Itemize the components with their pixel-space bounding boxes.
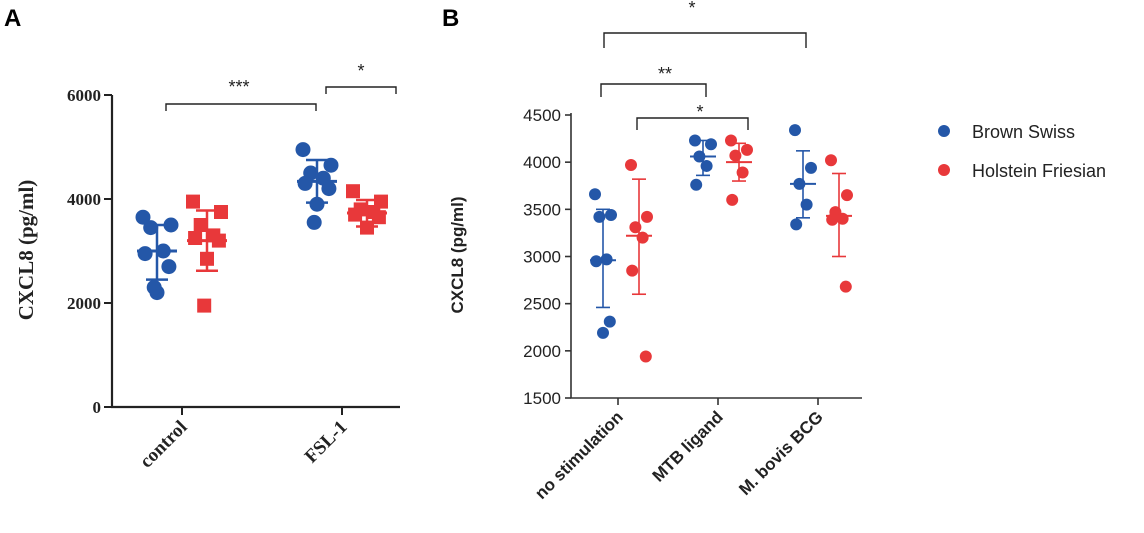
legend-label-brown-swiss: Brown Swiss [972,122,1075,142]
chart-b-marks [589,124,853,363]
chart-a-point [306,214,322,230]
chart-b-ytick-label: 4000 [523,153,561,172]
chart-a-point [193,218,208,232]
chart-b-point [626,264,639,277]
chart-b-bracket-2 [600,83,707,97]
chart-b-ytick-label: 3500 [523,200,561,219]
chart-b-point [805,161,817,174]
chart-b-point [641,210,653,223]
chart-b: CXCL8 (pg/ml) 1500 2000 2500 3000 3500 4000 45… [448,0,1106,503]
chart-b-point [597,326,609,339]
chart-b-point [690,178,703,191]
chart-a-point [346,184,360,199]
chart-b-category-label: M. bovis BCG [735,407,827,499]
legend: Brown Swiss Holstein Friesian [938,122,1106,181]
chart-b-axes [570,113,862,399]
panel-a-label: A [4,5,21,32]
chart-a-point [135,209,151,225]
chart-b-point [825,154,837,167]
chart-a-sig-2: * [357,61,364,81]
chart-b-point [726,193,739,206]
chart-a-bracket-1 [165,103,317,111]
chart-a-point [348,207,363,222]
chart-b-point [790,218,803,231]
chart-a-axes [110,95,400,409]
chart-b-point [605,208,617,221]
chart-b-point [789,124,801,137]
chart-a-point [323,157,339,173]
chart-a-point [188,231,203,245]
chart-b-point [625,158,637,171]
chart-b-ytick-label: 4500 [523,106,561,125]
chart-b-point [589,188,601,201]
chart-a-ytick-label: 0 [93,398,102,417]
chart-a-ylabel: CXCL8 (pg/ml) [14,180,38,321]
chart-a-ytick-label: 6000 [67,86,101,105]
chart-a-x-axis: control FSL-1 [136,407,352,472]
chart-b-point [841,189,853,202]
chart-a-point [197,298,212,313]
legend-marker-brown-swiss [938,125,950,137]
chart-b-category-label: no stimulation [531,407,627,503]
chart-a-point [137,246,153,262]
chart-a-ytick-label: 2000 [67,294,101,313]
chart-b-ytick-label: 1500 [523,389,561,408]
chart-b-ytick-label: 3000 [523,248,561,267]
chart-b-y-axis: 1500 2000 2500 3000 3500 4000 4500 [523,106,571,408]
chart-a-y-axis: 0 2000 4000 6000 [67,86,112,417]
chart-b-point [639,350,652,363]
chart-b-point [725,134,737,147]
chart-b-sig-2: ** [658,64,672,84]
chart-b-point [839,280,852,293]
chart-a-marks [135,142,388,313]
chart-b-bracket-1 [603,32,807,48]
chart-a-sig-1: *** [228,77,249,97]
chart-a-point [321,181,337,197]
chart-b-ytick-label: 2500 [523,295,561,314]
chart-b-x-axis: no stimulation MTB ligand M. bovis BCG [531,398,827,503]
chart-a-category-label: FSL-1 [301,417,352,468]
chart-a-bracket-2 [325,86,397,94]
chart-a-point [163,217,179,233]
chart-a-ytick-label: 4000 [67,190,101,209]
chart-b-bracket-3 [636,117,749,130]
chart-a-point [161,259,177,275]
chart-a-point [295,142,311,158]
chart-b-ytick-label: 2000 [523,342,561,361]
panel-b-label: B [442,5,459,32]
chart-b-sig-1: * [688,0,695,18]
chart-a-category-label: control [136,417,192,473]
chart-a-point [146,279,162,295]
chart-b-ylabel: CXCL8 (pg/ml) [448,196,467,313]
legend-label-holstein-friesian: Holstein Friesian [972,161,1106,181]
chart-b-point [603,315,616,328]
chart-b-point [689,134,701,147]
chart-a-point [186,194,200,209]
chart-a-point [297,175,313,191]
chart-a-point [309,196,325,212]
chart-a: CXCL8 (pg/ml) 0 2000 4000 6000 control FSL-1… [14,61,400,472]
chart-b-sig-3: * [696,102,703,122]
legend-marker-holstein-friesian [938,164,950,176]
chart-b-point [741,143,753,156]
chart-a-point [214,205,228,219]
chart-b-category-label: MTB ligand [649,407,727,485]
